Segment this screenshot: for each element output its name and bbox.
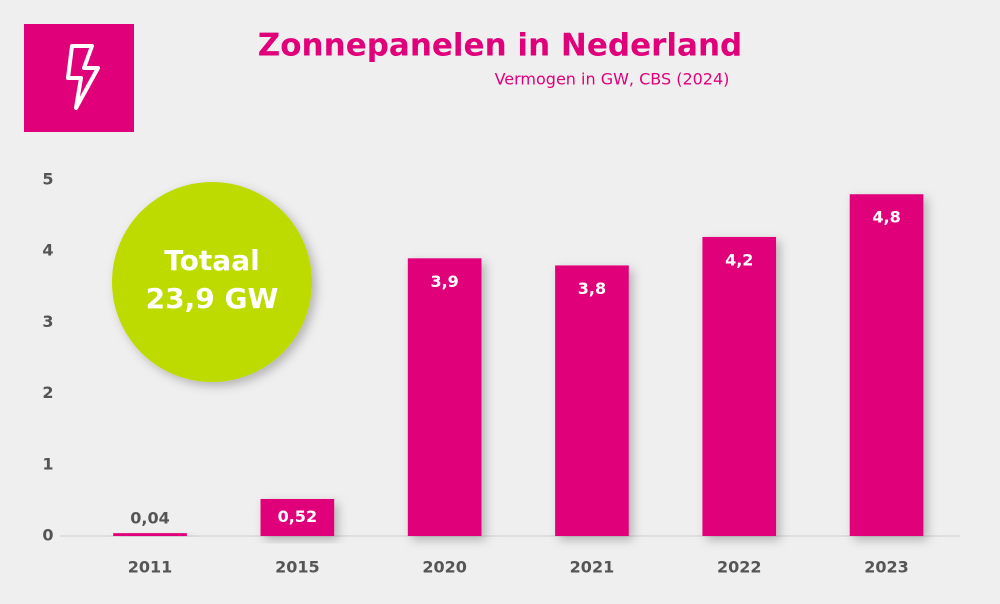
bar: [849, 194, 924, 537]
value-label: 0,52: [278, 507, 317, 526]
x-tick-label: 2023: [864, 558, 909, 577]
value-label: 3,9: [430, 272, 458, 291]
y-tick-label: 3: [42, 312, 53, 331]
logo-icon: [66, 44, 100, 110]
bar: [555, 265, 629, 536]
chart-subtitle: Vermogen in GW, CBS (2024): [495, 70, 730, 89]
bar: [260, 498, 335, 536]
value-label: 3,8: [578, 279, 606, 298]
y-tick-label: 1: [42, 454, 53, 473]
x-tick-label: 2011: [128, 558, 173, 577]
y-tick-label: 0: [42, 526, 53, 545]
value-label: 0,04: [130, 509, 169, 528]
bar: [407, 258, 482, 536]
value-label: 4,8: [872, 208, 900, 227]
plot: [113, 194, 924, 537]
y-tick-label: 2: [42, 383, 53, 402]
x-tick-label: 2021: [570, 558, 615, 577]
value-label: 4,2: [725, 250, 753, 269]
chart-title: Zonnepanelen in Nederland: [258, 28, 742, 64]
bar: [702, 236, 777, 536]
x-tick-label: 2022: [717, 558, 762, 577]
y-tick-label: 4: [42, 241, 53, 260]
x-tick-label: 2015: [275, 558, 320, 577]
annotation: Totaal: [164, 244, 259, 277]
annotation: 23,9 GW: [146, 282, 279, 315]
bar: [113, 533, 187, 536]
total-badge: [112, 182, 312, 382]
x-tick-label: 2020: [422, 558, 467, 577]
y-tick-label: 5: [42, 170, 53, 189]
